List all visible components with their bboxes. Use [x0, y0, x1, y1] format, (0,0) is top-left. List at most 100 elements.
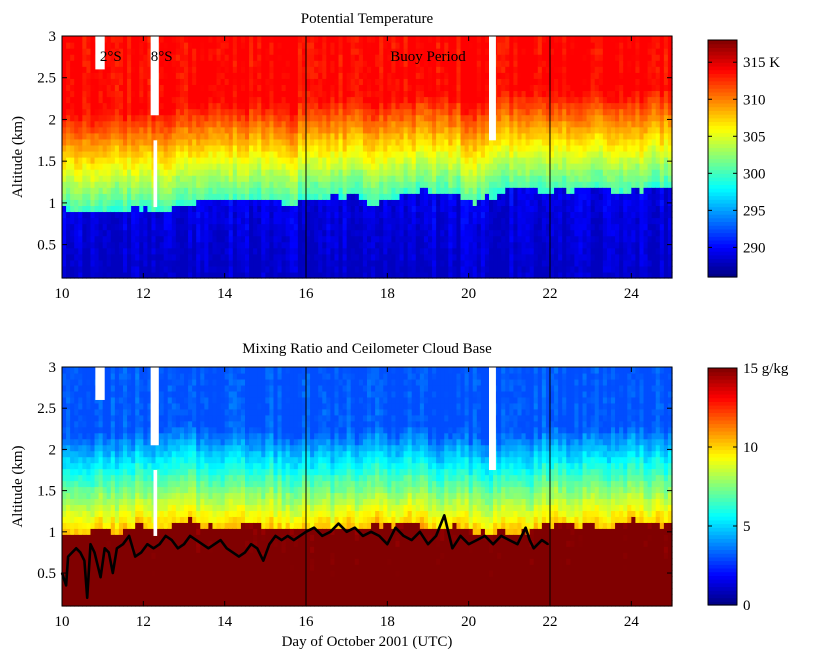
colorbar-tick-label: 295	[743, 203, 766, 219]
x-tick-label: 18	[380, 614, 395, 630]
x-tick-label: 24	[624, 614, 640, 630]
cloud-base-point	[386, 543, 388, 545]
cloud-base-point	[177, 547, 179, 549]
colorbar-tick-label: 15 g/kg	[743, 361, 789, 377]
x-tick-label: 12	[136, 614, 151, 630]
colorbar-tick-label: 300	[743, 166, 766, 182]
cloud-base-point	[517, 543, 519, 545]
cloud-base-point	[484, 535, 486, 537]
cloud-base-point	[183, 543, 185, 545]
cloud-base-point	[305, 531, 307, 533]
cloud-base-point	[346, 531, 348, 533]
cloud-base-point	[153, 547, 155, 549]
colorbar-tick-label: 290	[743, 240, 766, 256]
cloud-base-point	[281, 539, 283, 541]
cloud-base-point	[171, 539, 173, 541]
x-tick-label: 14	[217, 286, 233, 302]
y-tick-label: 2.5	[37, 71, 56, 87]
cloud-base-point	[321, 535, 323, 537]
cloud-base-point	[275, 535, 277, 537]
cloud-base-point	[195, 539, 197, 541]
cloud-base-point	[427, 543, 429, 545]
cloud-base-point	[90, 543, 92, 545]
y-tick-label: 0.5	[37, 238, 56, 254]
colorbar-tick-label: 10	[743, 440, 758, 456]
cloud-base-point	[226, 547, 228, 549]
cloud-base-point	[134, 556, 136, 558]
cloud-base-point	[313, 527, 315, 529]
cloud-base-point	[100, 576, 102, 578]
cloud-base-point	[468, 543, 470, 545]
cloud-base-point	[262, 560, 264, 562]
cloud-base-point	[299, 535, 301, 537]
cloud-base-point	[287, 535, 289, 537]
x-tick-label: 16	[299, 614, 315, 630]
cloud-base-point	[122, 543, 124, 545]
cloud-base-point	[238, 556, 240, 558]
annotation-2: 8°S	[151, 49, 173, 65]
cloud-base-point	[84, 560, 86, 562]
x-tick-label: 14	[217, 614, 233, 630]
cloud-base-point	[189, 535, 191, 537]
y-axis-label: Altitude (km)	[10, 445, 26, 527]
colorbar-tick-label: 305	[743, 129, 766, 145]
cloud-base-point	[529, 539, 531, 541]
cloud-base-point	[79, 552, 81, 554]
cloud-base-point	[533, 547, 535, 549]
colorbar-tick-label: 310	[743, 92, 766, 108]
cloud-base-point	[269, 543, 271, 545]
y-axis-label: Altitude (km)	[10, 116, 26, 198]
cloud-base-point	[201, 543, 203, 545]
cloud-base-point	[370, 531, 372, 533]
cloud-base-point	[330, 531, 332, 533]
cloud-base-point	[452, 547, 454, 549]
cloud-base-point	[338, 523, 340, 525]
cloud-base-point	[508, 539, 510, 541]
cloud-base-point	[75, 547, 77, 549]
x-tick-label: 10	[55, 614, 70, 630]
colorbar-tick-label: 5	[743, 519, 751, 535]
cloud-base-point	[525, 527, 527, 529]
annotation-1: 2°S	[100, 49, 122, 65]
x-axis-label: Day of October 2001 (UTC)	[282, 634, 453, 650]
y-tick-label: 1.5	[37, 484, 56, 500]
cloud-base-point	[208, 547, 210, 549]
x-tick-label: 22	[543, 286, 558, 302]
cloud-base-point	[541, 539, 543, 541]
y-tick-label: 1.5	[37, 154, 56, 170]
cloud-base-point	[476, 539, 478, 541]
x-tick-label: 24	[624, 286, 640, 302]
cloud-base-point	[86, 597, 88, 599]
cloud-base-point	[220, 539, 222, 541]
data-gap-1	[95, 367, 104, 400]
cloud-base-point	[71, 552, 73, 554]
cloud-base-point	[547, 543, 549, 545]
data-gap-3	[154, 470, 158, 536]
cloud-base-point	[256, 547, 258, 549]
x-tick-label: 16	[299, 286, 315, 302]
y-tick-label: 3	[49, 29, 57, 45]
cloud-base-point	[447, 531, 449, 533]
cloud-base-point	[419, 531, 421, 533]
colorbar-tick-label: 315 K	[743, 55, 780, 71]
x-tick-label: 12	[136, 286, 151, 302]
colorbar: 290 295 300 305 310 315 K	[708, 40, 780, 278]
chart-title: Mixing Ratio and Ceilometer Cloud Base	[242, 341, 492, 357]
cloud-base-point	[354, 527, 356, 529]
cloud-base-point	[232, 552, 234, 554]
cloud-base-point	[94, 552, 96, 554]
cloud-base-point	[108, 552, 110, 554]
cloud-base-point	[500, 535, 502, 537]
data-gap-2	[151, 36, 159, 115]
x-tick-label: 20	[461, 614, 476, 630]
data-gap-3	[154, 140, 158, 207]
x-tick-label: 10	[55, 286, 70, 302]
cloud-base-point	[67, 556, 69, 558]
cloud-base-point	[395, 527, 397, 529]
annotation-3: Buoy Period	[390, 49, 466, 65]
cloud-base-point	[116, 547, 118, 549]
